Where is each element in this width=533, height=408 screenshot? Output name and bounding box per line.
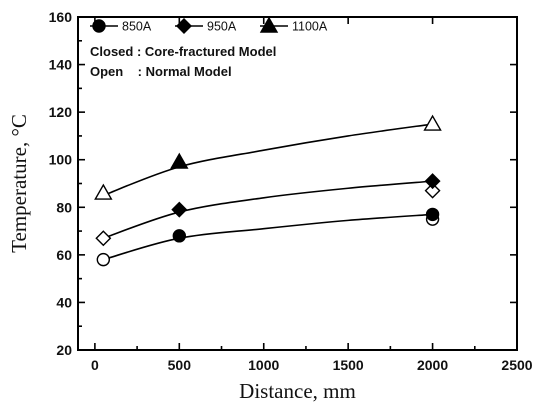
open-point-1100A [94, 183, 113, 200]
fit-curves [103, 123, 433, 261]
x-tick-label: 1500 [333, 357, 364, 373]
closed-point-850A [425, 207, 440, 222]
open-point-950A [424, 182, 441, 199]
y-axis-title: Temperature, °C [7, 114, 31, 253]
open-point-850A [96, 252, 111, 267]
axes: 0 500 1000 1500 2000 2500 20 40 60 80 100 120 140 160 [49, 9, 533, 373]
notes: Closed : Core-fractured Model Open : Norm… [90, 44, 276, 79]
y-tick-label: 40 [56, 294, 72, 310]
y-tick-label: 60 [56, 247, 72, 263]
open-point-950A [95, 230, 112, 247]
legend: 850A 950A 1100A [90, 16, 328, 34]
closed-point-950A [171, 201, 188, 218]
fit-curve-850A [103, 213, 433, 261]
y-tick-label: 80 [56, 199, 72, 215]
closed-point-950A [424, 173, 441, 190]
note-line: Closed : Core-fractured Model [90, 44, 276, 59]
legend-label-950A: 950A [207, 20, 237, 34]
closed-point-1100A [170, 152, 189, 169]
legend-label-1100A: 1100A [292, 20, 328, 34]
y-tick-label: 140 [49, 57, 73, 73]
x-tick-label: 500 [168, 357, 192, 373]
fit-curve-950A [103, 180, 433, 239]
note-line: Open : Normal Model [90, 64, 232, 79]
x-axis-title: Distance, mm [239, 379, 356, 403]
y-tick-label: 160 [49, 9, 73, 25]
x-tick-label: 2000 [417, 357, 448, 373]
fit-curve-1100A [103, 123, 433, 197]
x-tick-label: 2500 [501, 357, 532, 373]
y-tick-label: 20 [56, 342, 72, 358]
x-tick-label: 1000 [248, 357, 279, 373]
x-tick-label: 0 [91, 357, 99, 373]
legend-label-850A: 850A [122, 20, 152, 34]
y-tick-label: 120 [49, 104, 73, 120]
legend-marker-850A [92, 19, 106, 33]
legend-marker-1100A [259, 16, 279, 33]
data-markers [94, 114, 442, 267]
closed-point-850A [172, 229, 187, 243]
open-point-1100A [423, 114, 442, 131]
y-tick-label: 100 [49, 152, 73, 168]
legend-marker-950A [176, 18, 192, 34]
